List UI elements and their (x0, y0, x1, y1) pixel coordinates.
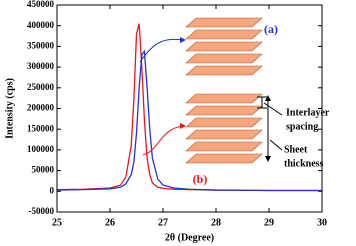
y-tick-label: 350000 (27, 40, 55, 50)
y-tick-label: 250000 (27, 82, 55, 92)
arrowhead (265, 156, 271, 162)
arrow-b (142, 125, 185, 156)
x-tick-label: 27 (158, 217, 168, 228)
x-axis-label: 2θ (Degree) (165, 232, 214, 243)
pointer (263, 102, 283, 116)
y-tick-label: 200000 (27, 103, 55, 113)
arrow-a (139, 38, 185, 63)
sheet-diagram (139, 17, 283, 164)
y-tick-label: 50000 (32, 165, 55, 175)
stack-b (185, 93, 263, 164)
x-tick-label: 29 (264, 217, 274, 228)
y-tick-label: 150000 (27, 123, 55, 133)
legend-label: (b) (193, 172, 208, 186)
annotation: spacing (286, 121, 318, 132)
annotation: Interlayer (286, 107, 330, 118)
x-tick-label: 30 (317, 217, 327, 228)
y-tick-label: 300000 (27, 61, 55, 71)
legend-label: (a) (264, 22, 278, 36)
stack-a (185, 17, 263, 76)
x-tick-label: 25 (52, 217, 62, 228)
arrowhead (265, 95, 271, 101)
y-tick-label: 400000 (27, 20, 55, 30)
arrowhead (180, 123, 186, 129)
annotation: Sheet (284, 144, 308, 155)
y-tick-label: 100000 (27, 144, 55, 154)
y-tick-label: 0 (50, 185, 55, 195)
arrowhead (180, 37, 186, 43)
y-axis-label: Intensity (cps) (4, 78, 15, 139)
line-series (56, 23, 322, 192)
line-series (56, 49, 322, 192)
y-tick-label: 450000 (27, 0, 55, 9)
x-tick-label: 28 (211, 217, 221, 228)
y-tick-label: -50000 (29, 206, 55, 216)
pointer (269, 139, 283, 151)
x-tick-label: 26 (105, 217, 115, 228)
plot-frame (56, 4, 323, 213)
annotation: thickness (284, 158, 324, 169)
